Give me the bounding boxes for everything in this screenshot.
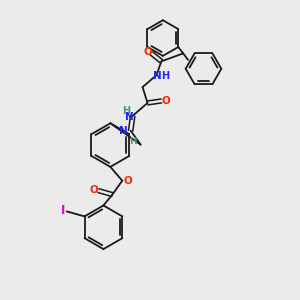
Text: H: H: [122, 106, 130, 116]
Text: N: N: [119, 126, 128, 136]
Text: O: O: [162, 96, 171, 106]
Text: I: I: [61, 204, 65, 217]
Text: N: N: [153, 71, 162, 81]
Text: N: N: [125, 112, 134, 122]
Text: O: O: [124, 176, 133, 186]
Text: O: O: [89, 184, 98, 195]
Text: O: O: [143, 47, 152, 57]
Text: H: H: [161, 71, 169, 81]
Text: H: H: [129, 137, 136, 146]
